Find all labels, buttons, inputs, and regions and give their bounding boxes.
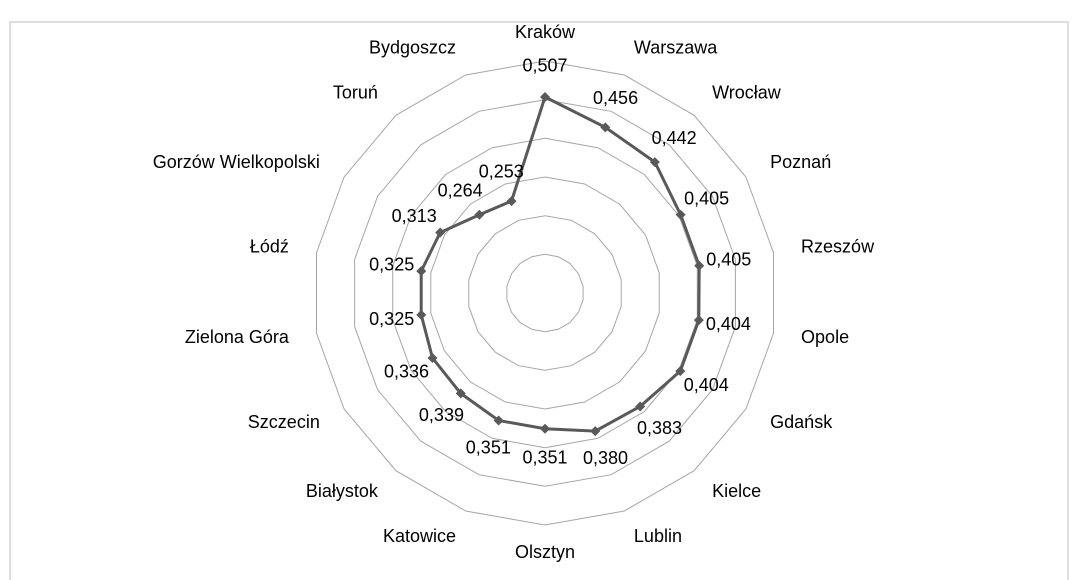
- category-label: Białystok: [306, 481, 379, 501]
- category-label: Bydgoszcz: [369, 37, 456, 57]
- value-label: 0,383: [637, 418, 682, 438]
- marker: [506, 196, 517, 207]
- category-label: Kielce: [712, 481, 761, 501]
- value-label: 0,351: [522, 447, 567, 467]
- marker: [649, 157, 660, 168]
- grid-ring: [430, 176, 660, 410]
- category-label: Zielona Góra: [185, 327, 290, 347]
- category-label: Warszawa: [634, 37, 718, 57]
- grid-ring: [354, 99, 736, 487]
- grid-ring: [468, 215, 622, 371]
- category-label: Poznań: [770, 152, 831, 172]
- marker: [675, 366, 686, 377]
- value-label: 0,507: [522, 56, 567, 76]
- category-label: Katowice: [383, 526, 456, 546]
- value-label: 0,442: [652, 128, 697, 148]
- marker: [675, 209, 686, 220]
- value-label: 0,253: [479, 162, 524, 182]
- category-label: Wrocław: [712, 83, 782, 103]
- marker: [694, 260, 705, 271]
- grid-ring: [316, 60, 774, 526]
- value-label: 0,339: [419, 405, 464, 425]
- category-label: Olsztyn: [515, 542, 575, 562]
- value-label: 0,404: [684, 375, 729, 395]
- value-label: 0,404: [706, 314, 751, 334]
- value-label: 0,336: [384, 362, 429, 382]
- category-label: Szczecin: [248, 412, 320, 432]
- category-label: Toruń: [333, 83, 378, 103]
- marker: [693, 315, 704, 326]
- marker: [635, 401, 646, 412]
- grid-ring: [506, 253, 584, 333]
- value-label: 0,380: [583, 448, 628, 468]
- category-label: Kraków: [515, 22, 576, 42]
- category-label: Łódź: [250, 237, 289, 257]
- marker: [600, 122, 611, 133]
- marker: [590, 426, 601, 437]
- marker: [416, 309, 427, 320]
- value-label: 0,264: [438, 181, 483, 201]
- marker: [455, 388, 466, 399]
- value-label: 0,405: [684, 188, 729, 208]
- marker: [474, 209, 485, 220]
- chart-frame: [9, 21, 1069, 580]
- value-label: 0,325: [369, 309, 414, 329]
- marker: [427, 352, 438, 363]
- marker: [435, 227, 446, 238]
- category-label: Gdańsk: [770, 412, 833, 432]
- category-label: Opole: [801, 327, 849, 347]
- category-label: Gorzów Wielkopolski: [153, 152, 320, 172]
- value-label: 0,313: [392, 206, 437, 226]
- value-label: 0,325: [369, 255, 414, 275]
- marker: [540, 91, 550, 102]
- marker: [493, 415, 504, 426]
- category-label: Rzeszów: [801, 237, 875, 257]
- value-label: 0,405: [706, 249, 751, 269]
- category-label: Lublin: [634, 526, 682, 546]
- value-label: 0,456: [593, 88, 638, 108]
- marker: [540, 423, 550, 434]
- value-label: 0,351: [466, 437, 511, 457]
- marker: [416, 266, 427, 277]
